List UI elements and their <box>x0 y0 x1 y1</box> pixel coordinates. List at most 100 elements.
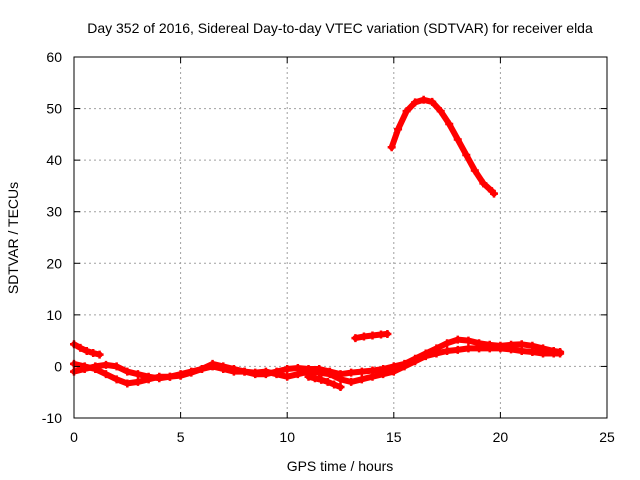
data-point <box>310 374 319 383</box>
data-point <box>496 344 505 353</box>
data-point <box>517 340 526 349</box>
data-point <box>325 370 334 379</box>
series-mid-segment <box>351 329 392 343</box>
data-point <box>485 344 494 353</box>
data-point <box>176 371 185 380</box>
data-point <box>144 375 153 384</box>
data-point <box>383 329 392 338</box>
y-tick-label: 60 <box>46 49 62 65</box>
axis-ticks: 0 5 10 15 20 25 -10 0 10 20 30 40 50 60 <box>42 49 615 445</box>
data-point <box>240 367 249 376</box>
y-tick-label: 20 <box>46 255 62 271</box>
data-point <box>133 377 142 386</box>
data-point <box>80 362 89 371</box>
data-point <box>112 375 121 384</box>
data-point <box>197 365 206 374</box>
data-point <box>82 346 91 355</box>
data-point <box>453 345 462 354</box>
data-point <box>368 331 377 340</box>
data-point <box>517 346 526 355</box>
plot-frame <box>73 56 608 419</box>
data-point <box>351 334 360 343</box>
data-point <box>464 344 473 353</box>
data-point <box>123 379 132 388</box>
data-point <box>379 370 388 379</box>
data-point <box>357 375 366 384</box>
series-low-d <box>304 372 345 392</box>
data-point <box>261 367 270 376</box>
data-point <box>411 357 420 366</box>
data-point <box>453 335 462 344</box>
data-point <box>91 365 100 374</box>
y-tick-label: 50 <box>46 101 62 117</box>
data-point <box>219 362 228 371</box>
data-point <box>112 362 121 371</box>
data-point <box>462 150 471 159</box>
chart-title: Day 352 of 2016, Sidereal Day-to-day VTE… <box>87 20 593 36</box>
data-point <box>475 344 484 353</box>
data-point <box>389 367 398 376</box>
data-point <box>428 97 437 106</box>
data-point <box>387 143 396 152</box>
y-tick-label: -10 <box>42 410 62 426</box>
x-tick-label: 0 <box>70 429 78 445</box>
data-point <box>445 120 454 129</box>
data-point <box>95 350 104 359</box>
data-point <box>76 343 85 352</box>
data-point <box>556 349 565 358</box>
data-point <box>411 98 420 107</box>
data-point <box>304 372 313 381</box>
data-point <box>101 360 110 369</box>
data-point <box>539 349 548 358</box>
data-point <box>419 95 428 104</box>
y-axis-label: SDTVAR / TECUs <box>5 182 21 294</box>
data-point <box>400 362 409 371</box>
data-point <box>347 377 356 386</box>
data-point <box>528 347 537 356</box>
data-point <box>336 383 345 392</box>
x-tick-label: 5 <box>177 429 185 445</box>
data-point <box>470 166 479 175</box>
data-point <box>453 135 462 144</box>
data-point <box>359 332 368 341</box>
data-point <box>443 339 452 348</box>
data-point <box>317 375 326 384</box>
data-point <box>347 368 356 377</box>
data-point <box>89 349 98 358</box>
data-point <box>464 336 473 345</box>
series-arc-high <box>387 95 499 198</box>
data-point <box>283 372 292 381</box>
data-point <box>133 370 142 379</box>
data-point <box>432 349 441 358</box>
series-line <box>388 96 497 197</box>
data-point <box>336 375 345 384</box>
x-tick-label: 20 <box>493 429 509 445</box>
data-point <box>155 372 164 381</box>
data-point <box>187 368 196 377</box>
data-point <box>272 370 281 379</box>
data-point <box>293 370 302 379</box>
data-point <box>323 377 332 386</box>
x-tick-label: 25 <box>599 429 615 445</box>
data-point <box>165 372 174 381</box>
y-tick-label: 40 <box>46 152 62 168</box>
data-point <box>490 189 499 198</box>
series-low-b <box>70 344 565 388</box>
x-axis-label: GPS time / hours <box>287 458 394 474</box>
data-point <box>229 365 238 374</box>
data-point <box>315 368 324 377</box>
y-tick-label: 30 <box>46 204 62 220</box>
data-point <box>421 352 430 361</box>
data-point <box>330 380 339 389</box>
data-point <box>436 107 445 116</box>
data-point <box>507 345 516 354</box>
data-point <box>101 370 110 379</box>
y-tick-label: 0 <box>54 358 62 374</box>
data-point <box>479 179 488 188</box>
data-point <box>208 359 217 368</box>
data-point <box>368 372 377 381</box>
data-point <box>123 367 132 376</box>
data-point <box>251 368 260 377</box>
